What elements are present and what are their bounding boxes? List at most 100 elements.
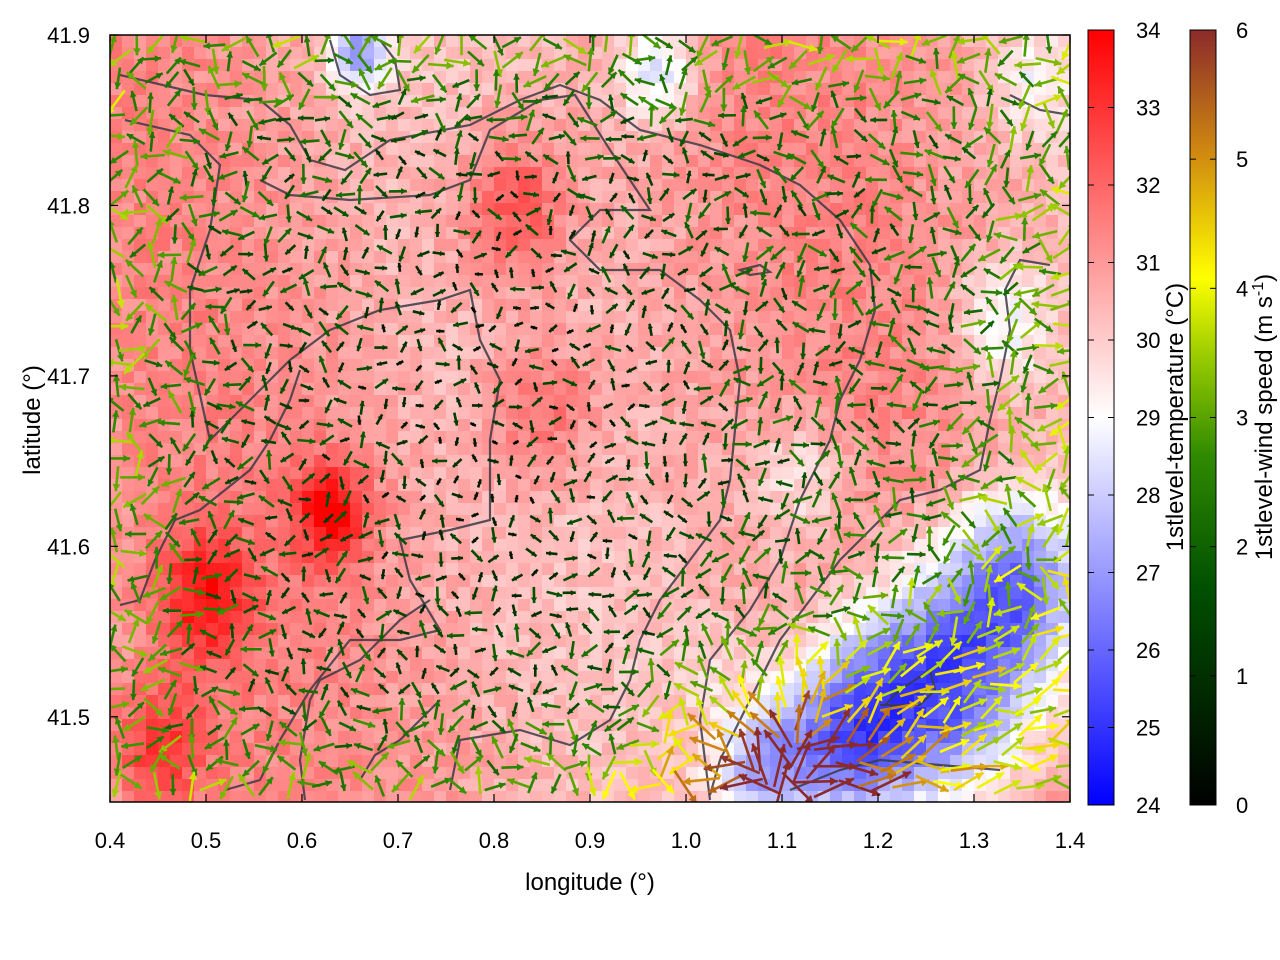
heatmap-cell [470,263,483,276]
heatmap-cell [158,287,171,300]
heatmap-cell [950,599,963,612]
heatmap-cell [230,611,243,624]
heatmap-cell [806,527,819,540]
heatmap-cell [446,371,459,384]
heatmap-cell [650,395,663,408]
heatmap-cell [254,695,267,708]
heatmap-cell [170,347,183,360]
heatmap-cell [614,143,627,156]
heatmap-cell [842,515,855,528]
heatmap-cell [578,263,591,276]
heatmap-cell [710,59,723,72]
heatmap-cell [938,371,951,384]
heatmap-cell [482,659,495,672]
heatmap-cell [458,35,471,48]
heatmap-cell [590,83,603,96]
heatmap-cell [542,359,555,372]
heatmap-cell [602,383,615,396]
heatmap-cell [854,59,867,72]
heatmap-cell [218,155,231,168]
heatmap-cell [506,407,519,420]
heatmap-cell [566,311,579,324]
heatmap-cell [482,287,495,300]
heatmap-cell [542,287,555,300]
heatmap-cell [338,107,351,120]
heatmap-cell [746,239,759,252]
heatmap-cell [602,347,615,360]
heatmap-cell [314,407,327,420]
heatmap-cell [614,395,627,408]
heatmap-cell [770,311,783,324]
heatmap-cell [662,347,675,360]
heatmap-cell [674,215,687,228]
heatmap-cell [614,251,627,264]
heatmap-cell [554,467,567,480]
heatmap-cell [554,311,567,324]
heatmap-cell [602,155,615,168]
heatmap-cell [230,263,243,276]
heatmap-cell [590,431,603,444]
heatmap-cell [518,395,531,408]
heatmap-cell [974,359,987,372]
heatmap-cell [614,575,627,588]
heatmap-cell [794,347,807,360]
heatmap-cell [566,131,579,144]
heatmap-cell [230,275,243,288]
heatmap-cell [638,407,651,420]
heatmap-cell [470,371,483,384]
heatmap-cell [614,227,627,240]
heatmap-cell [590,575,603,588]
heatmap-cell [266,575,279,588]
heatmap-cell [638,239,651,252]
heatmap-cell [554,599,567,612]
heatmap-cell [458,407,471,420]
heatmap-cell [482,299,495,312]
heatmap-cell [878,287,891,300]
heatmap-cell [422,155,435,168]
heatmap-cell [878,47,891,60]
heatmap-cell [902,563,915,576]
heatmap-cell [290,47,303,60]
heatmap-cell [842,299,855,312]
heatmap-cell [362,95,375,108]
heatmap-cell [218,71,231,84]
heatmap-cell [338,299,351,312]
heatmap-cell [122,479,135,492]
heatmap-cell [758,347,771,360]
heatmap-cell [530,263,543,276]
heatmap-cell [710,119,723,132]
heatmap-cell [578,143,591,156]
heatmap-cell [950,323,963,336]
heatmap-cell [710,203,723,216]
heatmap-cell [374,311,387,324]
heatmap-cell [950,551,963,564]
heatmap-cell [626,335,639,348]
heatmap-cell [458,359,471,372]
heatmap-cell [410,563,423,576]
heatmap-cell [926,131,939,144]
heatmap-cell [818,59,831,72]
heatmap-cell [362,407,375,420]
heatmap-cell [326,275,339,288]
heatmap-cell [878,251,891,264]
heatmap-cell [422,395,435,408]
heatmap-cell [350,167,363,180]
heatmap-cell [518,515,531,528]
heatmap-cell [974,71,987,84]
heatmap-cell [350,143,363,156]
heatmap-cell [818,227,831,240]
heatmap-cell [518,203,531,216]
heatmap-cell [146,59,159,72]
heatmap-cell [626,215,639,228]
heatmap-cell [530,179,543,192]
heatmap-cell [890,323,903,336]
heatmap-cell [974,275,987,288]
heatmap-cell [962,407,975,420]
heatmap-cell [374,287,387,300]
heatmap-cell [194,179,207,192]
heatmap-cell [818,335,831,348]
heatmap-cell [326,311,339,324]
heatmap-cell [686,275,699,288]
heatmap-cell [398,371,411,384]
heatmap-cell [890,143,903,156]
